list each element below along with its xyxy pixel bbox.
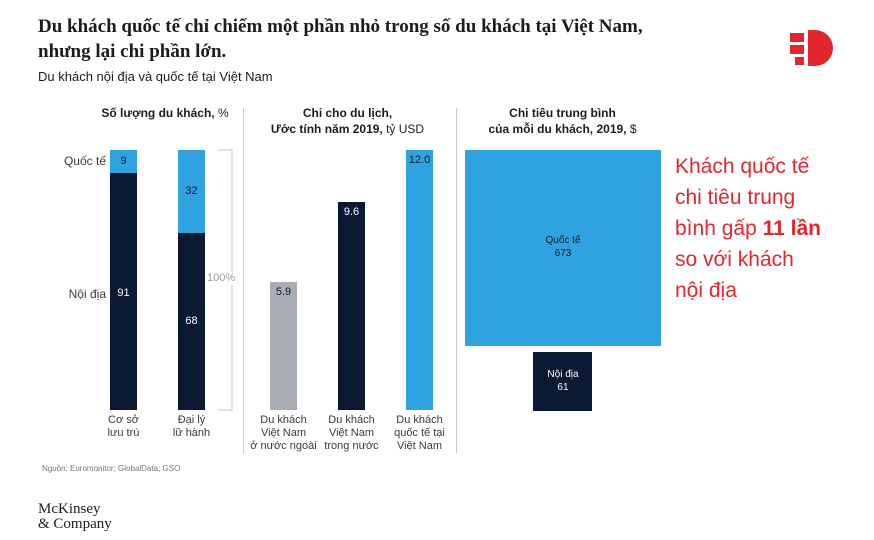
brand-mark-icon [790,30,833,66]
category-label-1: Cơ sở lưu trú [79,414,169,440]
callout-line2: chi tiêu trung [675,186,796,209]
panel3-title: Chi tiêu trung bình của mỗi du khách, 20… [470,105,655,137]
spend-category-label-3-line-2: quốc tế tại [394,427,445,439]
spend-category-label-2: Du khách Việt Nam trong nước [307,414,397,453]
panel3-title-line2: của mỗi du khách, 2019, [488,122,627,136]
spend-category-label-3: Du khách quốc tế tại Việt Nam [375,414,465,453]
bar-international-2: 32 [178,150,205,234]
category-label-2-line-2: lữ hành [172,427,211,439]
spend-category-label-2-line-3: trong nước [324,440,379,452]
spend-category-label-3-line-1: Du khách [396,414,443,426]
panel3-unit: $ [626,122,637,136]
category-label-1-line-2: lưu trú [107,427,140,439]
panel2-title-line2: Ước tính năm 2019, [270,122,383,136]
panel2-unit: tỷ USD [382,122,425,136]
callout-line5: nội địa [675,279,737,302]
chart-subtitle: Du khách nội địa và quốc tế tại Việt Nam [38,69,273,84]
panel1-unit: % [214,106,229,120]
spend-category-label-1-line-1: Du khách [260,414,307,426]
row-label-domestic: Nội địa [68,287,106,301]
spend-category-label-1-line-2: Việt Nam [260,427,307,439]
headline: Du khách quốc tế chỉ chiếm một phần nhỏ … [38,16,643,62]
panel-divider-2 [456,108,457,453]
spend-bar-3: 12.0 [406,150,433,410]
bar-domestic-1: 91 [110,173,137,410]
brand-line1: McKinsey [38,501,101,517]
callout-line4: so với khách [675,248,794,271]
hundred-percent-label: 100% [205,271,238,285]
avg-spend-category-1: Quốc tế [545,235,581,246]
category-label-2-line-1: Đại lý [177,414,206,426]
spend-category-label-3-line-3: Việt Nam [396,440,443,452]
avg-spend-label-1: Quốc tế 673 [465,234,661,260]
panel1-title: Số lượng du khách, % [80,105,250,121]
panel-divider-1 [243,108,244,453]
bar-international-value-1: 9 [120,154,127,167]
avg-spend-value-2: 61 [557,381,569,393]
spend-bar-1: 5.9 [270,282,297,410]
bar-domestic-2: 68 [178,233,205,410]
spend-bar-value-3: 12.0 [408,154,431,166]
source-note: Nguồn: Euromonitor; GlobalData; GSO [42,464,181,473]
avg-spend-value-1: 673 [554,248,572,259]
callout-line1: Khách quốc tế [675,155,810,178]
bar-domestic-value-1: 91 [117,286,130,299]
spend-bar-value-2: 9.6 [343,206,360,218]
spend-category-label-2-line-2: Việt Nam [328,427,375,439]
callout-line3-pre: bình gấp [675,217,763,240]
bar-domestic-value-2: 68 [185,314,198,327]
spend-category-label-1: Du khách Việt Nam ở nước ngoài [239,414,329,453]
spend-category-label-1-line-3: ở nước ngoài [250,440,317,452]
avg-spend-label-2: Nội địa 61 [533,368,592,394]
avg-spend-square-2: Nội địa 61 [533,352,593,411]
brand-logo-text: McKinsey & Company [38,502,112,532]
category-label-2: Đại lý lữ hành [147,414,237,440]
panel2-title: Chi cho du lịch, Ước tính năm 2019, tỷ U… [255,105,440,137]
panel2-title-line1: Chi cho du lịch, [302,106,393,120]
bar-international-1: 9 [110,150,137,174]
avg-spend-category-2: Nội địa [547,368,579,380]
category-label-1-line-1: Cơ sở [108,414,139,426]
panel1-title-text: Số lượng du khách, [101,106,215,120]
spend-bar-2: 9.6 [338,202,365,410]
bar-international-value-2: 32 [185,184,198,197]
avg-spend-square-1: Quốc tế 673 [465,150,661,346]
callout-line3-bold: 11 lần [762,217,821,240]
brand-line2: & Company [38,516,112,532]
callout-text: Khách quốc tế chi tiêu trung bình gấp 11… [675,151,865,306]
panel3-title-line1: Chi tiêu trung bình [509,106,616,120]
spend-bar-value-1: 5.9 [275,286,292,299]
row-label-international: Quốc tế [63,154,106,168]
spend-category-label-2-line-1: Du khách [328,414,375,426]
